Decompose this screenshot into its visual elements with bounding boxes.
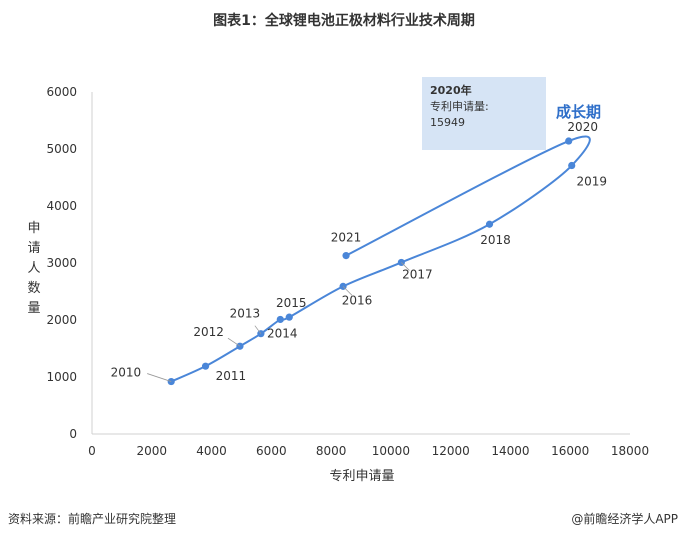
y-axis-label-char: 请 [27,241,40,256]
annotation-callout: 2020年 专利申请量: 15949 [422,77,546,150]
point-label: 2010 [111,366,142,380]
tick-labels: 0 2000 4000 6000 8000 10000 12000 14000 16000 180… [46,85,649,458]
y-tick-label: 4000 [46,199,77,213]
brand-credit: @前瞻经济学人APP [571,510,678,527]
source-note: 资料来源：前瞻产业研究院整理 [8,512,177,526]
series-line-group [170,135,591,383]
x-tick-label: 10000 [372,444,410,458]
point-labels: 2010 2011 2012 2013 2014 2015 2016 2017 2018 2019… [111,120,607,383]
x-tick-label: 2000 [137,444,168,458]
y-tick-label: 3000 [46,256,77,270]
point-label: 2014 [267,326,298,340]
data-point [285,313,293,321]
axes [91,92,630,435]
x-tick-label: 14000 [491,444,529,458]
x-axis-label: 专利申请量 [329,469,394,484]
x-tick-label: 12000 [432,444,470,458]
point-label: 2020 [567,120,598,134]
point-label: 2015 [276,296,307,310]
x-tick-label: 6000 [256,444,287,458]
point-label: 2012 [193,325,224,339]
y-axis-label-char: 申 [27,221,40,236]
callout-year: 2020年 [430,84,472,97]
point-label: 2018 [480,233,511,247]
point-label: 2016 [342,293,373,307]
y-tick-label: 5000 [46,142,77,156]
y-axis-label-char: 量 [27,301,40,316]
chart-title: 图表1：全球锂电池正极材料行业技术周期 [213,13,475,29]
x-tick-label: 16000 [551,444,589,458]
x-tick-label: 4000 [196,444,227,458]
point-label: 2021 [331,231,362,245]
x-tick-label: 8000 [316,444,347,458]
data-points [167,137,576,386]
y-axis-label-char: 数 [27,281,40,296]
y-tick-label: 6000 [46,85,77,99]
callout-label: 专利申请量: [430,100,489,113]
label-leader [227,337,241,347]
data-point [485,220,494,228]
callout-value: 15949 [430,116,465,129]
y-tick-label: 1000 [46,370,77,384]
y-tick-label: 2000 [46,313,77,327]
label-leader [401,262,410,271]
label-leader [147,373,172,382]
x-tick-label: 0 [88,444,96,458]
point-label: 2011 [216,369,247,383]
data-point [568,161,576,170]
label-leader [342,286,354,297]
data-point [276,315,284,324]
stage-label: 成长期 [556,103,602,121]
data-point [201,362,210,370]
data-point [565,137,573,145]
y-axis-label-char: 人 [27,261,40,276]
x-tick-label: 18000 [611,444,649,458]
point-label: 2019 [576,175,607,189]
point-label: 2013 [230,307,261,321]
point-label: 2017 [402,267,433,281]
y-tick-label: 0 [69,427,77,441]
series-line [170,135,591,383]
label-leader [254,325,262,334]
brand-text: @前瞻经济学人APP [571,512,678,526]
data-point [342,251,350,260]
